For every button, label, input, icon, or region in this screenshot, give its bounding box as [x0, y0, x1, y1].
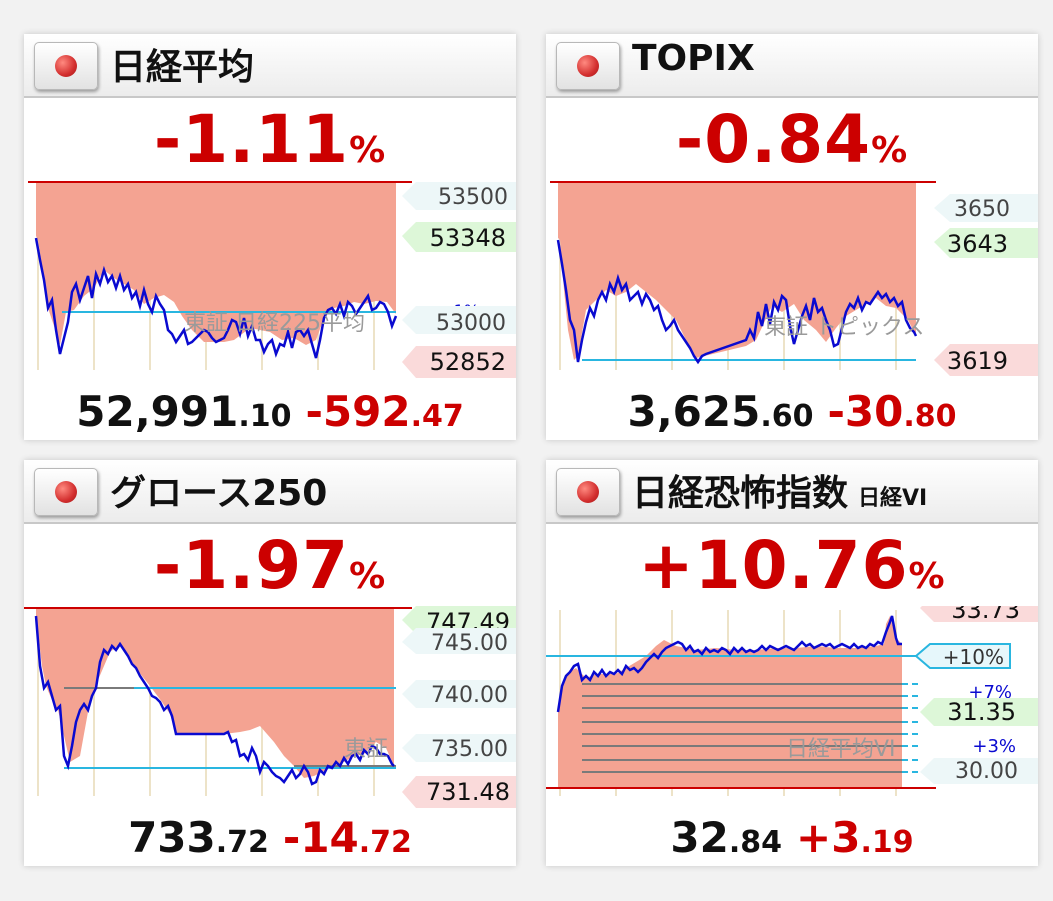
japan-flag-icon [34, 42, 98, 90]
intraday-chart: 東証 [24, 607, 412, 796]
panel-header: TOPIX [546, 34, 1038, 98]
chart-watermark: 東証 [344, 737, 388, 762]
price-axis: 53500 53348 53000 52852 [402, 182, 516, 378]
mid-label: 31.35 [947, 698, 1016, 726]
change-value: -30 [827, 387, 904, 436]
intraday-chart: 東証 日経225平均 -1% [28, 181, 479, 370]
japan-flag-icon [34, 468, 98, 516]
ref-percent-label: +3% [972, 736, 1016, 757]
axis-label: 745.00 [431, 631, 508, 656]
panel-title: 日経恐怖指数 日経VI [632, 473, 928, 514]
price-line [556, 239, 918, 365]
price-value: 52,991 [76, 387, 239, 436]
panel-title: TOPIX [632, 38, 755, 79]
price-axis: 3650 3643 3619 [934, 194, 1038, 376]
japan-flag-icon [556, 42, 620, 90]
change-value: -14 [282, 813, 359, 862]
panel-nikkei-vi[interactable]: 日経恐怖指数 日経VI +10.76% 日経平均VI 33.73 [546, 460, 1038, 866]
high-label: 53348 [430, 224, 506, 252]
price-value: 3,625 [627, 387, 761, 436]
price-line [34, 237, 398, 359]
change-value: -592 [305, 387, 411, 436]
price-axis: 33.73 +10% +7% 31.35 +3% 30.00 [914, 606, 1038, 784]
percent-change: +10.76% [638, 527, 946, 604]
low-label: 731.48 [426, 778, 510, 806]
price-value: 733 [128, 813, 216, 862]
high-label: 33.73 [951, 606, 1020, 624]
price-line [34, 615, 395, 786]
intraday-chart: 東証 トピックス [550, 181, 936, 370]
area-fill [36, 608, 394, 778]
axis-label: 735.00 [431, 737, 508, 762]
panel-header: グロース250 [24, 460, 516, 524]
panel-header: 日経恐怖指数 日経VI [546, 460, 1038, 524]
percent-change: -1.97% [153, 527, 387, 604]
area-fill [558, 616, 902, 788]
percent-change: -1.11% [153, 101, 387, 178]
quote-row: 32.84 +3.19 [670, 813, 914, 862]
axis-label: 30.00 [955, 759, 1018, 784]
chart-watermark: 日経平均VI [786, 737, 896, 762]
ref-percent-label: +7% [968, 682, 1012, 703]
japan-flag-icon [556, 468, 620, 516]
intraday-chart: 日経平均VI [546, 610, 936, 796]
low-label: 52852 [430, 348, 506, 376]
percent-change: -0.84% [675, 101, 909, 178]
panel-subtitle: 日経VI [858, 486, 928, 511]
price-line [556, 615, 902, 713]
price-value: 32 [670, 813, 729, 862]
chart-watermark: 東証 日経225平均 [184, 311, 365, 336]
chart-watermark: 東証 トピックス [764, 315, 924, 340]
change-value: +3 [796, 813, 861, 862]
area-fill [558, 182, 916, 360]
panel-topix[interactable]: TOPIX -0.84% 東証 トピックス 3650 3643 3619 3,6… [546, 34, 1038, 440]
quote-row: 3,625.60 -30.80 [627, 387, 957, 436]
panel-title: グロース250 [110, 473, 328, 514]
panel-header: 日経平均 [24, 34, 516, 98]
panel-growth250[interactable]: グロース250 -1.97% 東証 747.49 745.00 740.00 7… [24, 460, 516, 866]
panel-title: 日経平均 [110, 47, 255, 88]
axis-label: 740.00 [431, 683, 508, 708]
axis-label: 53000 [436, 311, 506, 336]
axis-label: 3650 [954, 197, 1010, 222]
target-badge: +10% [943, 645, 1004, 669]
area-fill [36, 182, 396, 345]
quote-row: 52,991.10 -592.47 [76, 387, 464, 436]
price-axis: 747.49 745.00 740.00 735.00 731.48 [402, 606, 516, 808]
axis-label: 53500 [438, 185, 508, 210]
high-label: 3643 [947, 230, 1008, 258]
quote-row: 733.72 -14.72 [128, 813, 412, 862]
low-label: 3619 [947, 347, 1008, 375]
panel-nikkei[interactable]: 日経平均 -1.11% 東証 日経225平均 -1% 53500 53348 5… [24, 34, 516, 440]
